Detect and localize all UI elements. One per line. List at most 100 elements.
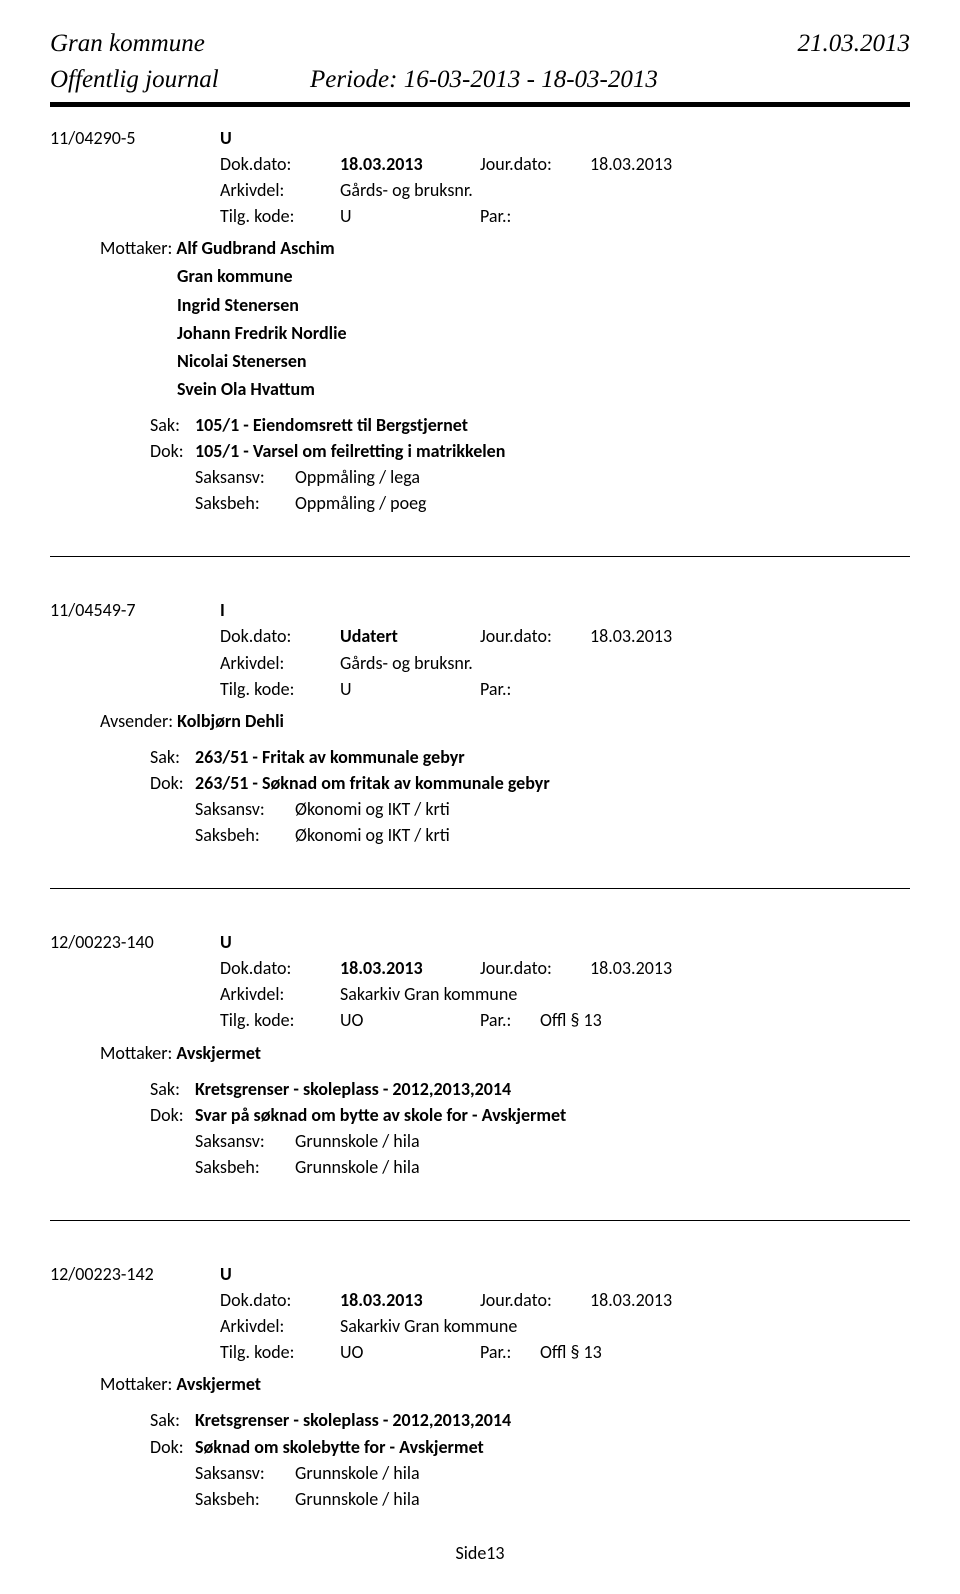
party-label: Mottaker: — [100, 1373, 176, 1395]
journal-entry: 11/04290-5UDok.dato:18.03.2013Jour.dato:… — [50, 125, 910, 516]
case-number: 11/04549-7 — [50, 597, 220, 623]
party-name: Ingrid Stenersen — [177, 292, 910, 318]
arkivdel-value: Gårds- og bruksnr. — [340, 177, 520, 203]
dok-label: Dok: — [150, 438, 195, 464]
print-date: 21.03.2013 — [798, 30, 911, 58]
par-value — [540, 676, 680, 702]
party-name: Avskjermet — [176, 1042, 261, 1064]
saksansv-value: Grunnskole / hila — [295, 1128, 910, 1154]
jourdato-value: 18.03.2013 — [590, 623, 730, 649]
party-name: Svein Ola Hvattum — [177, 376, 910, 402]
jourdato-value: 18.03.2013 — [590, 151, 730, 177]
party-label: Mottaker: — [100, 1042, 176, 1064]
tilgkode-value: UO — [340, 1339, 480, 1365]
par-value: Offl § 13 — [540, 1339, 680, 1365]
dok-text: Søknad om skolebytte for - Avskjermet — [195, 1434, 910, 1460]
journal-title: Offentlig journal — [50, 66, 310, 94]
sak-label: Sak: — [150, 1076, 195, 1102]
par-label: Par.: — [480, 676, 540, 702]
jourdato-label: Jour.dato: — [480, 151, 590, 177]
dok-text: Svar på søknad om bytte av skole for - A… — [195, 1102, 910, 1128]
tilgkode-value: UO — [340, 1007, 480, 1033]
saksbeh-value: Oppmåling / poeg — [295, 490, 910, 516]
par-value — [540, 203, 680, 229]
sak-label: Sak: — [150, 412, 195, 438]
party-name: Alf Gudbrand Aschim — [176, 237, 334, 259]
tilgkode-label: Tilg. kode: — [220, 1339, 340, 1365]
dok-text: 105/1 - Varsel om feilretting i matrikke… — [195, 438, 910, 464]
dokdato-label: Dok.dato: — [220, 151, 340, 177]
sak-text: Kretsgrenser - skoleplass - 2012,2013,20… — [195, 1076, 910, 1102]
journal-period: Periode: 16-03-2013 - 18-03-2013 — [310, 66, 910, 94]
case-number: 11/04290-5 — [50, 125, 220, 151]
dok-label: Dok: — [150, 770, 195, 796]
dokdato-value: Udatert — [340, 623, 480, 649]
saksansv-label: Saksansv: — [195, 796, 295, 822]
entry-separator — [50, 556, 910, 557]
saksansv-value: Økonomi og IKT / krti — [295, 796, 910, 822]
saksansv-label: Saksansv: — [195, 464, 295, 490]
dokdato-label: Dok.dato: — [220, 1287, 340, 1313]
tilgkode-label: Tilg. kode: — [220, 676, 340, 702]
direction-code: U — [220, 1261, 250, 1287]
sak-text: Kretsgrenser - skoleplass - 2012,2013,20… — [195, 1407, 910, 1433]
dok-label: Dok: — [150, 1102, 195, 1128]
tilgkode-label: Tilg. kode: — [220, 1007, 340, 1033]
dokdato-label: Dok.dato: — [220, 955, 340, 981]
party-name: Gran kommune — [177, 263, 910, 289]
party-name: Johann Fredrik Nordlie — [177, 320, 910, 346]
saksbeh-label: Saksbeh: — [195, 822, 295, 848]
saksansv-label: Saksansv: — [195, 1128, 295, 1154]
sak-text: 105/1 - Eiendomsrett til Bergstjernet — [195, 412, 910, 438]
dokdato-value: 18.03.2013 — [340, 1287, 480, 1313]
sak-label: Sak: — [150, 1407, 195, 1433]
case-number: 12/00223-140 — [50, 929, 220, 955]
arkivdel-label: Arkivdel: — [220, 177, 340, 203]
page-number: Side13 — [50, 1542, 910, 1564]
dokdato-label: Dok.dato: — [220, 623, 340, 649]
saksansv-value: Oppmåling / lega — [295, 464, 910, 490]
direction-code: I — [220, 597, 250, 623]
saksbeh-label: Saksbeh: — [195, 1154, 295, 1180]
dokdato-value: 18.03.2013 — [340, 955, 480, 981]
tilgkode-value: U — [340, 676, 480, 702]
jourdato-label: Jour.dato: — [480, 623, 590, 649]
arkivdel-value: Sakarkiv Gran kommune — [340, 1313, 520, 1339]
saksbeh-label: Saksbeh: — [195, 490, 295, 516]
tilgkode-value: U — [340, 203, 480, 229]
par-label: Par.: — [480, 203, 540, 229]
party-name: Kolbjørn Dehli — [177, 710, 284, 732]
jourdato-value: 18.03.2013 — [590, 955, 730, 981]
dokdato-value: 18.03.2013 — [340, 151, 480, 177]
journal-entry: 12/00223-140UDok.dato:18.03.2013Jour.dat… — [50, 929, 910, 1180]
entry-separator — [50, 1220, 910, 1221]
par-label: Par.: — [480, 1339, 540, 1365]
arkivdel-label: Arkivdel: — [220, 981, 340, 1007]
case-number: 12/00223-142 — [50, 1261, 220, 1287]
saksansv-label: Saksansv: — [195, 1460, 295, 1486]
saksbeh-value: Grunnskole / hila — [295, 1486, 910, 1512]
header-rule — [50, 102, 910, 107]
jourdato-label: Jour.dato: — [480, 1287, 590, 1313]
par-label: Par.: — [480, 1007, 540, 1033]
par-value: Offl § 13 — [540, 1007, 680, 1033]
direction-code: U — [220, 125, 250, 151]
saksbeh-value: Grunnskole / hila — [295, 1154, 910, 1180]
arkivdel-value: Gårds- og bruksnr. — [340, 650, 520, 676]
party-name: Avskjermet — [176, 1373, 261, 1395]
journal-entry: 12/00223-142UDok.dato:18.03.2013Jour.dat… — [50, 1261, 910, 1512]
arkivdel-value: Sakarkiv Gran kommune — [340, 981, 520, 1007]
arkivdel-label: Arkivdel: — [220, 650, 340, 676]
dok-label: Dok: — [150, 1434, 195, 1460]
entry-separator — [50, 888, 910, 889]
party-label: Avsender: — [100, 710, 177, 732]
saksbeh-value: Økonomi og IKT / krti — [295, 822, 910, 848]
saksansv-value: Grunnskole / hila — [295, 1460, 910, 1486]
tilgkode-label: Tilg. kode: — [220, 203, 340, 229]
saksbeh-label: Saksbeh: — [195, 1486, 295, 1512]
jourdato-value: 18.03.2013 — [590, 1287, 730, 1313]
jourdato-label: Jour.dato: — [480, 955, 590, 981]
journal-entry: 11/04549-7IDok.dato:UdatertJour.dato:18.… — [50, 597, 910, 848]
sak-text: 263/51 - Fritak av kommunale gebyr — [195, 744, 910, 770]
party-label: Mottaker: — [100, 237, 176, 259]
